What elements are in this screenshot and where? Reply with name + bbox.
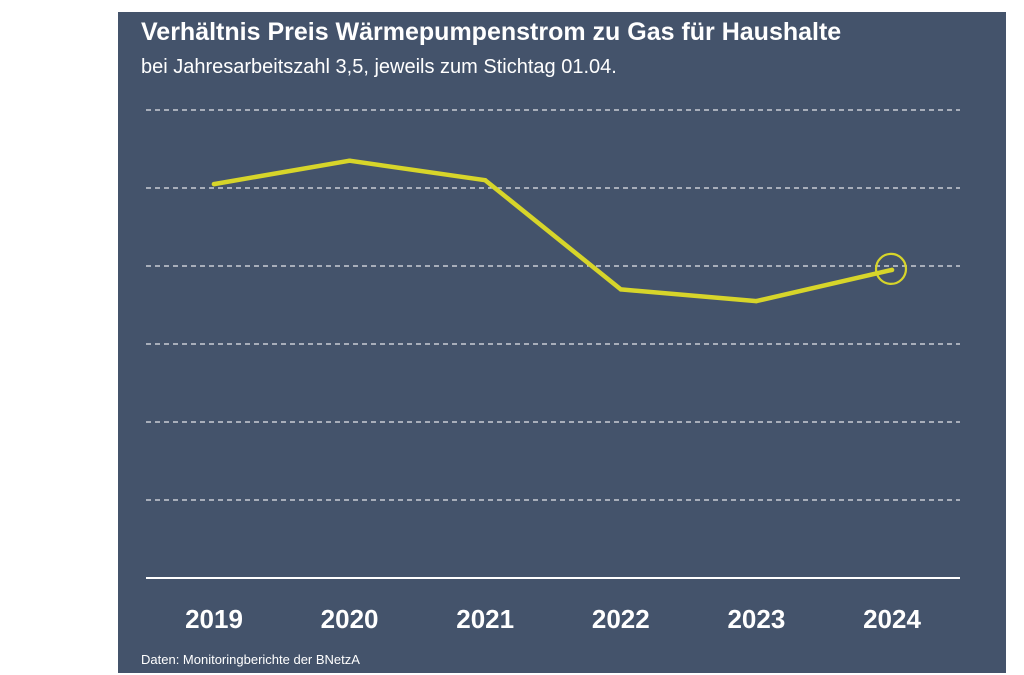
- chart-background: [118, 12, 1006, 673]
- series-line-layer: [211, 158, 908, 304]
- y-tick-label: 60%: [63, 329, 115, 359]
- data-point: [347, 158, 352, 163]
- y-tick-label: 0%: [77, 563, 115, 593]
- series-line: [211, 158, 895, 304]
- y-tick-label: 100%: [49, 173, 116, 203]
- gridlines: [146, 109, 960, 579]
- y-axis-tick-labels: 0% 20% 40% 60% 80% 100% 120%: [49, 95, 116, 593]
- x-axis-tick-labels: 2019 2020 2021 2022 2023 2024: [185, 604, 921, 634]
- data-point: [483, 178, 488, 183]
- x-tick-label: 2019: [185, 604, 243, 634]
- x-tick-label: 2022: [592, 604, 650, 634]
- x-tick-label: 2023: [727, 604, 785, 634]
- y-tick-label: 80%: [63, 251, 115, 281]
- chart-subtitle: bei Jahresarbeitszahl 3,5, jeweils zum S…: [141, 56, 617, 78]
- highlight-ring: [874, 252, 908, 285]
- y-tick-label: 20%: [63, 485, 115, 515]
- x-tick-label: 2021: [456, 604, 514, 634]
- y-tick-label: 40%: [63, 407, 115, 437]
- x-tick-label: 2020: [321, 604, 379, 634]
- source-note: Daten: Monitoringberichte der BNetzA: [141, 652, 360, 667]
- data-point: [889, 267, 895, 273]
- data-point: [754, 298, 759, 304]
- data-point: [618, 287, 623, 292]
- data-point: [211, 181, 217, 187]
- chart-title: Verhältnis Preis Wärmepumpenstrom zu Gas…: [141, 18, 842, 46]
- x-tick-label: 2024: [863, 604, 921, 634]
- y-tick-label: 120%: [49, 95, 116, 125]
